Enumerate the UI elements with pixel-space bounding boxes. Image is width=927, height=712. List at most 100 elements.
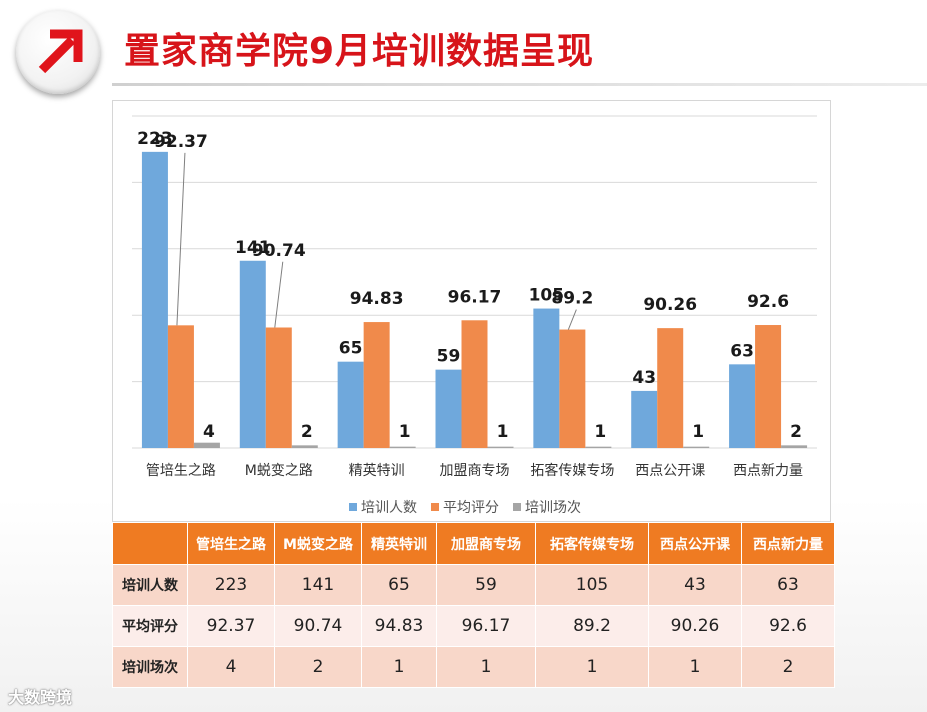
table-column-header: 管培生之路 xyxy=(187,522,275,565)
bar-3-6 xyxy=(683,446,710,448)
table-column-header: 西点新力量 xyxy=(741,522,835,565)
category-label: 精英特训 xyxy=(349,462,405,479)
page-title: 置家商学院9月培训数据呈现 xyxy=(124,31,595,72)
data-label: 1 xyxy=(399,422,411,442)
table-cell: 4 xyxy=(187,646,275,688)
table-column-header: 西点公开课 xyxy=(648,522,742,565)
bar-3-2 xyxy=(291,445,318,448)
data-label: 1 xyxy=(497,422,509,442)
legend-item: 平均评分 xyxy=(431,497,499,517)
chart-legend: 培训人数 平均评分 培训场次 xyxy=(349,497,581,517)
bar-3-5 xyxy=(585,446,612,448)
category-label: M蜕变之路 xyxy=(245,463,313,479)
table-cell: 96.17 xyxy=(436,605,536,647)
table-cell: 2 xyxy=(274,646,362,688)
table-cell: 59 xyxy=(436,564,536,606)
table-cell: 1 xyxy=(361,646,437,688)
table-row: 平均评分 92.37 90.74 94.83 96.17 89.2 90.26 92.6 xyxy=(112,605,835,647)
table-cell: 105 xyxy=(535,564,649,606)
table-column-header: 加盟商专场 xyxy=(436,522,536,565)
table-column-header: 精英特训 xyxy=(361,522,437,565)
table-row-header: 平均评分 xyxy=(112,605,188,647)
data-label: 2 xyxy=(790,422,802,442)
data-table: 管培生之路 M蜕变之路 精英特训 加盟商专场 拓客传媒专场 西点公开课 西点新力量 培训人数… xyxy=(112,522,835,688)
table-column-header: 拓客传媒专场 xyxy=(535,522,649,565)
bar-2-5 xyxy=(559,329,586,448)
bar-3-1 xyxy=(193,442,220,448)
legend-swatch xyxy=(431,503,439,511)
table-cell: 223 xyxy=(187,564,275,606)
bar-2-6 xyxy=(657,328,684,448)
legend-item: 培训场次 xyxy=(513,497,581,517)
bar-3-4 xyxy=(487,446,514,448)
table-cell: 63 xyxy=(741,564,835,606)
data-label: 4 xyxy=(203,422,215,442)
data-label: 92.37 xyxy=(154,132,208,152)
data-label: 65 xyxy=(339,339,363,359)
data-label: 2 xyxy=(301,422,313,442)
bar-1-1 xyxy=(141,151,168,448)
table-cell: 89.2 xyxy=(535,605,649,647)
table-cell: 92.37 xyxy=(187,605,275,647)
data-label: 1 xyxy=(692,422,704,442)
legend-swatch xyxy=(513,503,521,511)
bar-1-7 xyxy=(729,364,756,448)
data-label: 90.26 xyxy=(643,295,697,315)
bar-1-2 xyxy=(239,260,266,448)
bar-2-1 xyxy=(167,325,194,448)
watermark: 大数跨境 xyxy=(8,688,73,707)
data-label: 94.83 xyxy=(350,289,404,309)
data-label: 92.6 xyxy=(747,292,789,312)
bar-2-4 xyxy=(461,320,488,448)
table-header-corner xyxy=(112,522,188,565)
data-label: 223 xyxy=(137,129,173,149)
title-divider xyxy=(112,83,927,86)
table-header-row: 管培生之路 M蜕变之路 精英特训 加盟商专场 拓客传媒专场 西点公开课 西点新力量 xyxy=(112,522,835,565)
table-cell: 90.26 xyxy=(648,605,742,647)
table-cell: 1 xyxy=(436,646,536,688)
category-label: 管培生之路 xyxy=(146,463,216,479)
bar-1-5 xyxy=(533,308,560,448)
category-label: 加盟商专场 xyxy=(440,463,510,479)
table-cell: 141 xyxy=(274,564,362,606)
data-label: 43 xyxy=(632,368,656,388)
bar-2-2 xyxy=(265,327,292,448)
arrow-up-right-icon xyxy=(38,29,83,74)
table-cell: 65 xyxy=(361,564,437,606)
data-label: 63 xyxy=(730,341,754,361)
category-label: 西点新力量 xyxy=(733,463,803,479)
table-row: 培训人数 223 141 65 59 105 43 63 xyxy=(112,564,835,606)
table-cell: 2 xyxy=(741,646,835,688)
legend-label: 培训场次 xyxy=(525,500,581,516)
bar-1-4 xyxy=(435,369,462,448)
data-label: 90.74 xyxy=(252,241,306,261)
category-label: 拓客传媒专场 xyxy=(530,462,614,479)
table-row-header: 培训人数 xyxy=(112,564,188,606)
data-label: 59 xyxy=(437,347,461,367)
data-label: 1 xyxy=(594,422,606,442)
table-cell: 92.6 xyxy=(741,605,835,647)
data-label: 105 xyxy=(529,286,565,306)
table-row-header: 培训场次 xyxy=(112,646,188,688)
bar-3-7 xyxy=(781,445,808,448)
table-column-header: M蜕变之路 xyxy=(274,522,362,565)
legend-label: 平均评分 xyxy=(443,500,499,516)
table-cell: 43 xyxy=(648,564,742,606)
table-cell: 90.74 xyxy=(274,605,362,647)
data-label: 141 xyxy=(235,238,270,258)
data-label: 89.2 xyxy=(551,289,593,309)
bar-2-3 xyxy=(363,322,390,448)
chart-panel: 223 92.37 4 管培生之路 141 90.74 2 M蜕变之路 65 94.83 1 精英特训… xyxy=(112,100,831,522)
bar-2-7 xyxy=(755,325,782,448)
table-cell: 94.83 xyxy=(361,605,437,647)
logo xyxy=(16,10,100,94)
data-label: 96.17 xyxy=(448,287,502,307)
legend-label: 培训人数 xyxy=(361,500,417,516)
legend-swatch xyxy=(349,503,357,511)
leader-line xyxy=(274,261,284,328)
table-cell: 1 xyxy=(648,646,742,688)
bar-1-6 xyxy=(631,390,658,448)
bar-3-3 xyxy=(389,446,416,448)
category-label: 西点公开课 xyxy=(635,463,705,479)
